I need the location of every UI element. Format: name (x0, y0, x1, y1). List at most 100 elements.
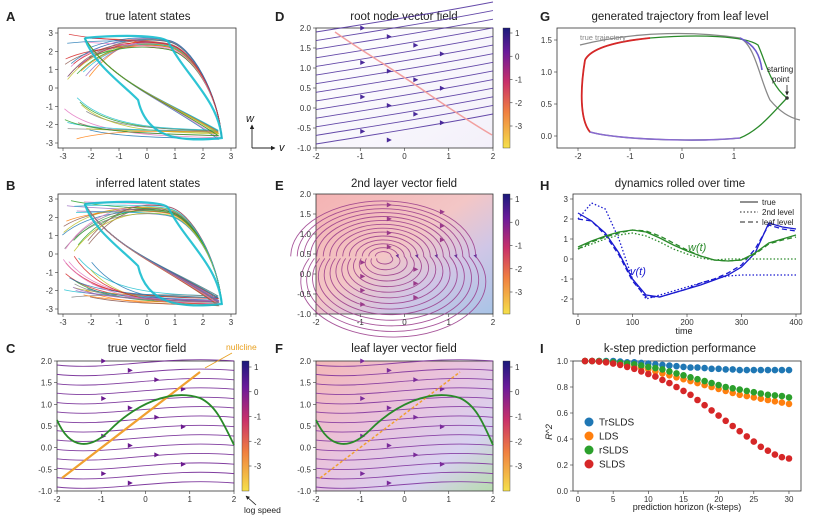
data-point (771, 398, 779, 405)
x-axis-label: prediction horizon (k-steps) (633, 502, 742, 512)
starting-point-label-2: point (772, 75, 790, 84)
stream-arrow (127, 367, 133, 373)
stream-arrow (386, 480, 392, 486)
stream-arrow (360, 358, 366, 364)
stream-arrow (386, 367, 392, 373)
legend-label: 2nd level (762, 208, 794, 217)
tick-label: 20 (714, 495, 723, 504)
data-point (595, 358, 603, 365)
data-point (581, 357, 589, 365)
tick-label: 0.5 (300, 250, 312, 259)
stream-arrow (360, 25, 366, 31)
stream-arrow (154, 414, 160, 420)
streamline (329, 223, 444, 304)
series-line (577, 229, 797, 262)
data-point (729, 385, 736, 392)
panel-letter: B (6, 178, 15, 193)
tick-label: 0.8 (557, 383, 569, 392)
red-segment (580, 59, 591, 133)
tick-label: 1.5 (300, 379, 312, 388)
stream-arrow (386, 442, 392, 448)
streamline (315, 406, 494, 414)
data-point (673, 383, 680, 391)
data-point (750, 394, 758, 401)
stream-arrow (439, 120, 445, 126)
tick-label: -0.5 (297, 124, 311, 133)
tick-label: 2 (232, 495, 237, 504)
streamline (368, 247, 401, 271)
true-trajectory-line (579, 32, 801, 121)
panel-letter: F (275, 341, 283, 356)
axis-ticks: 0 100 200 300 400 3 2 1 0 -1 -2 (561, 195, 803, 327)
legend-label: TrSLDS (599, 418, 635, 429)
starting-point-label: starting (767, 65, 793, 74)
tick-label: 1 (732, 152, 737, 161)
tick-label: -2 (561, 295, 569, 304)
streamlines (290, 200, 487, 338)
tick-label: 1.0 (41, 400, 53, 409)
tick-label: 1 (173, 152, 178, 161)
streamline (335, 227, 437, 299)
legend: TrSLDS LDS rSLDS SLDS (584, 417, 635, 471)
legend-label: SLDS (599, 460, 625, 471)
data-point (715, 365, 722, 373)
tick-label: 1.5 (300, 44, 312, 53)
panel-title: 2nd layer vector field (351, 178, 457, 190)
stream-arrow (101, 358, 107, 364)
tick-label: -1 (115, 152, 123, 161)
stream-arrow (413, 77, 419, 83)
blue-segment (739, 37, 763, 71)
tick-label: 400 (789, 318, 803, 327)
tick-label: 1 (515, 363, 520, 372)
axis-ticks: -2 -1 0 1 2 2.0 1.5 1.0 0.5 0.0 -0.5 -1.0 (297, 24, 496, 161)
series-line (577, 229, 797, 262)
tick-label: -1 (254, 413, 262, 422)
data-point (715, 381, 722, 389)
tick-label: 2 (49, 47, 54, 56)
data-point (743, 387, 751, 395)
tick-label: -1 (515, 76, 523, 85)
separatrix-line (334, 31, 493, 136)
data-point (694, 375, 701, 383)
tick-label: -0.5 (297, 465, 311, 474)
streamline (315, 453, 494, 461)
data-point (623, 363, 631, 371)
stream-arrow (439, 386, 445, 392)
y-axis-label: R^2 (544, 424, 554, 440)
panel-d: D root node vector field -2 -1 0 1 2 2.0 1.5 1.… (275, 1, 523, 161)
axis-ticks: -2 -1 0 1 1.5 1.0 0.5 0.0 (541, 36, 737, 161)
tick-label: -1.0 (297, 487, 311, 496)
panel-letter: I (540, 341, 544, 356)
streamline (315, 1, 494, 33)
streamline (315, 387, 494, 395)
tick-label: 0.5 (300, 84, 312, 93)
data-point (743, 392, 751, 400)
data-point (659, 366, 666, 373)
stream-arrow (386, 202, 392, 208)
panel-letter: G (540, 9, 550, 24)
tick-label: 0 (143, 495, 148, 504)
panel-title: dynamics rolled over time (615, 178, 745, 190)
tick-label: -3 (46, 305, 54, 314)
data-point (729, 366, 736, 373)
streamline (315, 96, 494, 128)
streamlines (315, 1, 494, 145)
tick-label: -1 (357, 495, 365, 504)
data-point (736, 386, 743, 393)
data-point (729, 389, 736, 397)
data-point (687, 364, 694, 371)
stream-arrow (439, 424, 445, 430)
data-point (764, 366, 772, 374)
tick-label: 1.0 (300, 64, 312, 73)
tick-label: 0.0 (300, 444, 312, 453)
stream-arrow (180, 461, 186, 467)
tick-label: 1 (515, 195, 520, 204)
data-point (694, 364, 701, 371)
tick-label: 2 (491, 495, 496, 504)
data-point (616, 361, 624, 369)
stream-arrow (439, 461, 445, 467)
tick-label: -2 (87, 318, 95, 327)
data-point (602, 359, 610, 366)
stream-arrow (386, 405, 392, 411)
tick-label: -3 (515, 462, 523, 471)
